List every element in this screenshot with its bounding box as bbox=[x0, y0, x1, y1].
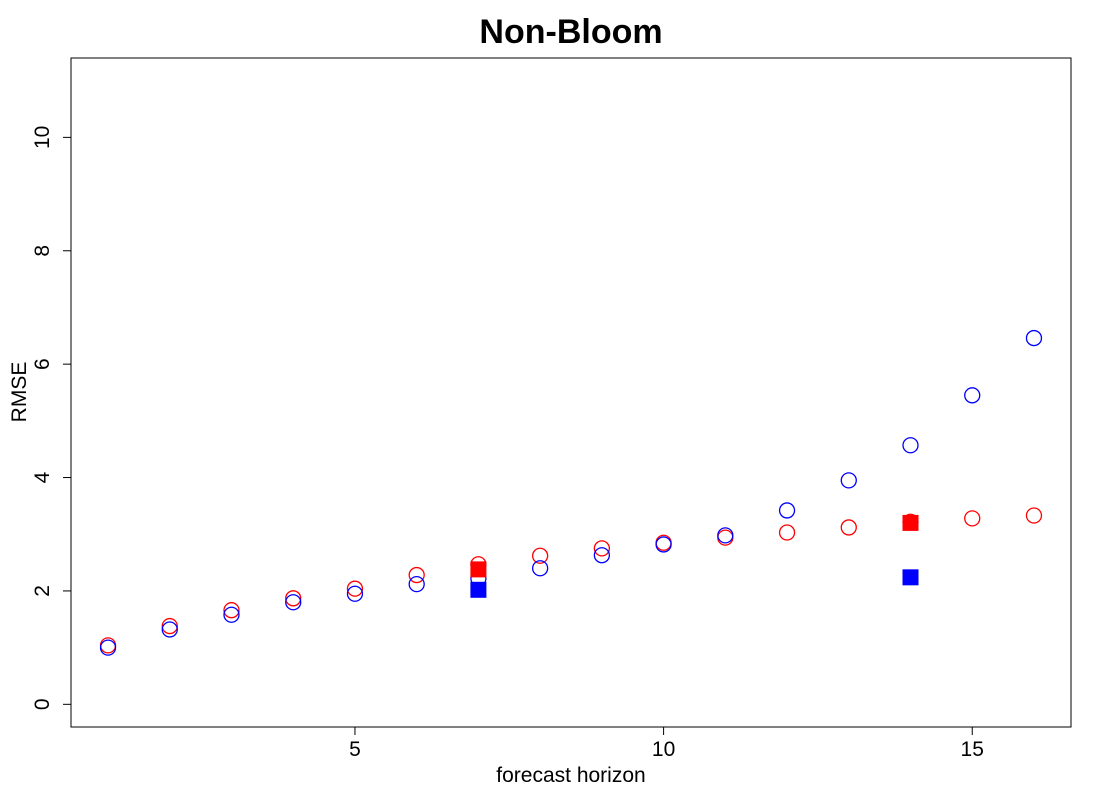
data-point-circle bbox=[223, 606, 240, 623]
data-point-circle bbox=[593, 547, 611, 564]
y-tick-label: 8 bbox=[31, 245, 54, 257]
data-point-circle bbox=[346, 580, 364, 597]
y-tick-label: 4 bbox=[31, 471, 54, 483]
data-point-circle bbox=[840, 472, 857, 489]
data-points bbox=[99, 329, 1043, 656]
data-point-circle bbox=[161, 617, 178, 635]
data-point-circle bbox=[408, 575, 425, 593]
x-axis: 5 10 15 bbox=[349, 726, 984, 761]
plot-area-frame bbox=[70, 57, 1072, 728]
chart-title: Non-Bloom bbox=[479, 13, 662, 51]
data-point-square bbox=[902, 569, 919, 586]
x-tick-label: 10 bbox=[652, 738, 675, 761]
data-point-circle bbox=[902, 437, 919, 454]
data-point-square bbox=[902, 514, 919, 531]
y-tick-label: 0 bbox=[31, 698, 54, 710]
data-point-circle bbox=[593, 540, 611, 557]
y-tick-label: 2 bbox=[31, 585, 54, 597]
data-point-circle bbox=[778, 502, 796, 519]
data-point-square bbox=[470, 581, 487, 598]
data-point-circle bbox=[531, 547, 549, 564]
data-point-circle bbox=[1025, 329, 1043, 347]
data-point-circle bbox=[1025, 507, 1043, 524]
data-point-circle bbox=[964, 510, 981, 527]
y-axis: 0 2 4 6 8 10 bbox=[31, 126, 72, 710]
y-axis-label: RMSE bbox=[8, 362, 31, 423]
data-point-circle bbox=[840, 519, 857, 536]
data-point-circle bbox=[964, 387, 981, 404]
data-point-circle bbox=[655, 536, 672, 553]
data-point-circle bbox=[531, 560, 549, 577]
data-point-circle bbox=[285, 590, 302, 607]
data-point-circle bbox=[408, 566, 425, 584]
x-axis-label: forecast horizon bbox=[496, 764, 645, 787]
data-point-circle bbox=[223, 602, 240, 619]
data-point-circle bbox=[99, 639, 117, 656]
data-point-circle bbox=[285, 594, 302, 611]
x-tick-label: 5 bbox=[349, 738, 361, 761]
y-tick-label: 10 bbox=[31, 126, 54, 149]
data-point-circle bbox=[161, 621, 178, 638]
data-point-circle bbox=[717, 527, 734, 544]
data-point-circle bbox=[346, 585, 364, 602]
y-tick-label: 6 bbox=[31, 358, 54, 370]
data-point-square bbox=[470, 561, 487, 578]
x-tick-label: 15 bbox=[961, 738, 984, 761]
data-point-circle bbox=[778, 524, 796, 541]
